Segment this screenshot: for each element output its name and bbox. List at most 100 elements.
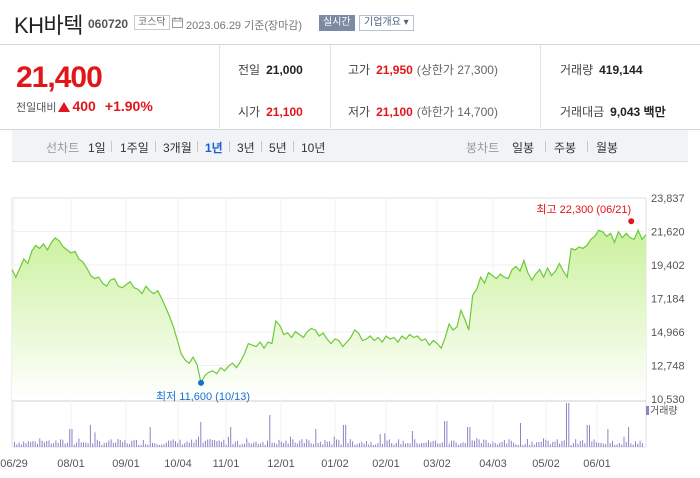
- volume-bar: [191, 439, 193, 447]
- volume-bar: [129, 444, 130, 447]
- volume-bar: [400, 444, 402, 447]
- volume-bar: [135, 440, 137, 447]
- volume-bar: [23, 441, 25, 447]
- volume-bar: [223, 439, 225, 447]
- volume-bar: [545, 439, 547, 447]
- low-marker: [198, 379, 205, 386]
- low-annotation: 최저 11,600 (10/13): [156, 390, 250, 403]
- volume-bar: [326, 441, 328, 447]
- volume-bar: [200, 422, 202, 447]
- divider: [330, 45, 331, 130]
- volume-bar: [448, 443, 450, 447]
- volume-bar: [384, 433, 386, 447]
- company-overview-button[interactable]: 기업개요 ▾: [359, 15, 414, 31]
- stat-label: 저가: [348, 105, 371, 119]
- volume-bar: [471, 440, 473, 447]
- volume-bar: [195, 439, 197, 447]
- volume-bar: [66, 442, 68, 447]
- volume-bar: [168, 440, 170, 447]
- realtime-button[interactable]: 실시간: [319, 15, 355, 31]
- volume-bar: [570, 445, 572, 447]
- stock-code: 060720: [88, 17, 129, 31]
- volume-bar: [354, 444, 356, 447]
- volume-bar: [158, 445, 160, 447]
- volume-bar: [60, 439, 61, 447]
- volume-bar: [363, 443, 365, 447]
- candle-weekly[interactable]: 주봉: [554, 141, 577, 155]
- volume-bar: [388, 439, 390, 447]
- volume-bar: [377, 443, 379, 447]
- volume-bar: [177, 442, 179, 447]
- volume-bar: [575, 439, 577, 447]
- period-3y[interactable]: 3년: [237, 141, 255, 155]
- volume-bar: [239, 444, 241, 447]
- volume-bar: [529, 444, 531, 447]
- volume-bar: [145, 444, 147, 447]
- volume-bar: [612, 440, 613, 447]
- volume-bar: [464, 443, 466, 447]
- volume-bar: [55, 440, 57, 447]
- x-tick-label: 12/01: [267, 458, 295, 470]
- volume-bar: [563, 440, 565, 447]
- price-chart[interactable]: 23,837 21,620 19,402 17,184 14,966 12,748 10,5…: [0, 162, 700, 478]
- volume-bar: [414, 439, 416, 447]
- volume-bar: [347, 442, 349, 447]
- volume-bar: [517, 444, 519, 447]
- volume-bar: [490, 444, 492, 447]
- volume-bar: [170, 440, 172, 447]
- volume-bar: [540, 441, 542, 447]
- period-5y[interactable]: 5년: [269, 141, 287, 155]
- stat-volume: 거래량 419,144: [560, 61, 643, 78]
- volume-bar: [124, 440, 126, 447]
- change-percent: +1.90%: [104, 98, 153, 114]
- volume-bar: [566, 403, 567, 447]
- upper-limit: (상한가 27,300): [416, 63, 498, 77]
- stat-label: 시가: [238, 105, 261, 119]
- volume-bar: [515, 444, 517, 447]
- period-1y[interactable]: 1년: [205, 141, 223, 155]
- volume-bar: [241, 443, 243, 447]
- period-10y[interactable]: 10년: [301, 141, 326, 155]
- volume-bar: [522, 445, 524, 447]
- volume-bar: [296, 443, 298, 447]
- volume-bar: [361, 441, 363, 447]
- volume-bar: [30, 442, 32, 447]
- volume-bar: [552, 442, 554, 447]
- volume-bar: [549, 444, 551, 447]
- candle-daily[interactable]: 일봉: [512, 141, 535, 155]
- price-chart-svg: 23,837 21,620 19,402 17,184 14,966 12,748 10,5…: [0, 193, 684, 470]
- volume-bar: [628, 427, 630, 447]
- line-chart-label: 선차트: [46, 141, 80, 155]
- volume-bar: [253, 442, 255, 447]
- volume-bar: [278, 439, 280, 447]
- volume-bar: [462, 442, 464, 447]
- period-3m[interactable]: 3개월: [163, 141, 192, 155]
- volume-bar: [524, 443, 526, 447]
- volume-bar: [605, 444, 607, 447]
- volume-bar: [315, 429, 317, 447]
- period-1d[interactable]: 1일: [88, 141, 106, 155]
- volume-bar: [16, 444, 18, 447]
- volume-bar: [425, 442, 427, 447]
- period-1w[interactable]: 1주일: [120, 141, 149, 155]
- candle-monthly[interactable]: 월봉: [596, 141, 619, 155]
- stat-label: 고가: [348, 63, 371, 77]
- volume-bar: [584, 443, 586, 447]
- volume-bar: [188, 442, 190, 447]
- x-tick-label: 04/03: [479, 458, 507, 470]
- volume-bar: [416, 442, 418, 447]
- volume-bar: [227, 436, 229, 447]
- volume-bar: [244, 443, 245, 447]
- volume-bar: [269, 415, 271, 447]
- volume-bar: [329, 441, 331, 447]
- volume-label: 거래량: [650, 405, 678, 417]
- volume-bar: [202, 442, 204, 447]
- volume-bar: [474, 440, 475, 447]
- volume-bar: [469, 427, 471, 447]
- volume-bar: [598, 442, 600, 447]
- volume-bar: [467, 427, 469, 447]
- volume-bar: [237, 440, 239, 447]
- volume-bar: [602, 443, 604, 447]
- volume-bar: [368, 444, 370, 447]
- volume-bar: [264, 444, 266, 447]
